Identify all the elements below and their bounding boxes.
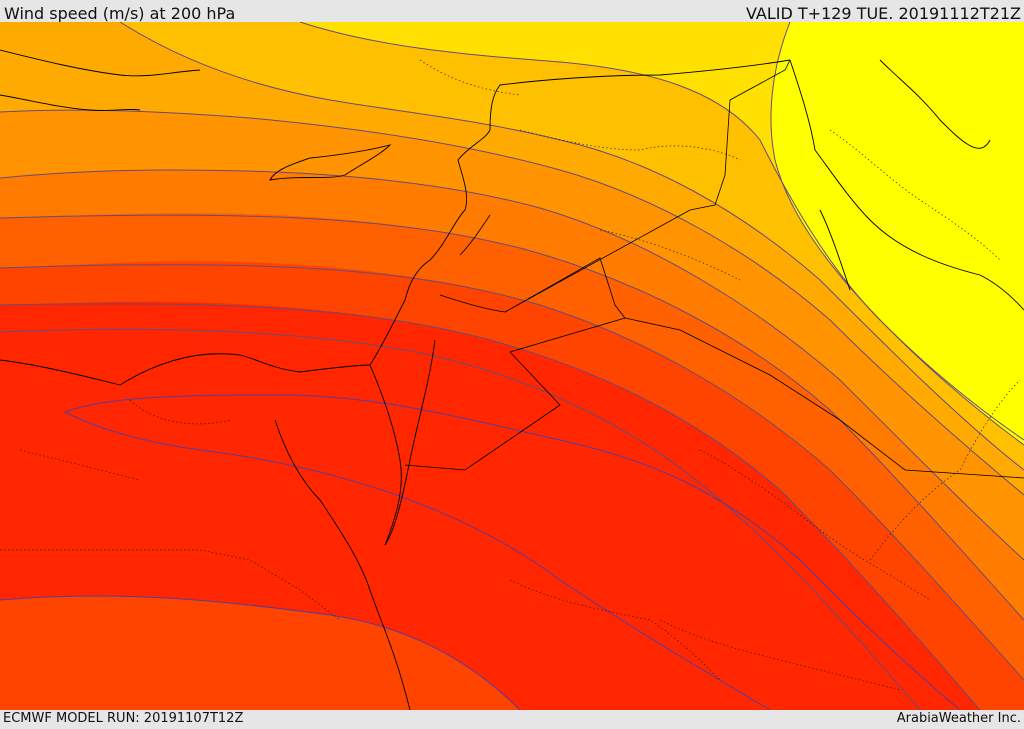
band-1 (770, 22, 1024, 445)
province-borders (0, 59, 1021, 691)
valid-time: VALID T+129 TUE. 20191112T21Z (745, 4, 1021, 23)
country-borders (404, 59, 1024, 479)
brand-credit: ArabiaWeather Inc. (896, 711, 1021, 726)
wind-speed-map (0, 22, 1024, 710)
band-8-sw (0, 595, 520, 710)
footer-bar (0, 710, 1024, 729)
map-title: Wind speed (m/s) at 200 hPa (4, 4, 236, 23)
contour-lines (0, 22, 1024, 710)
header-bar (0, 0, 1024, 22)
coastlines (0, 49, 1024, 710)
model-run: ECMWF MODEL RUN: 20191107T12Z (3, 711, 244, 726)
